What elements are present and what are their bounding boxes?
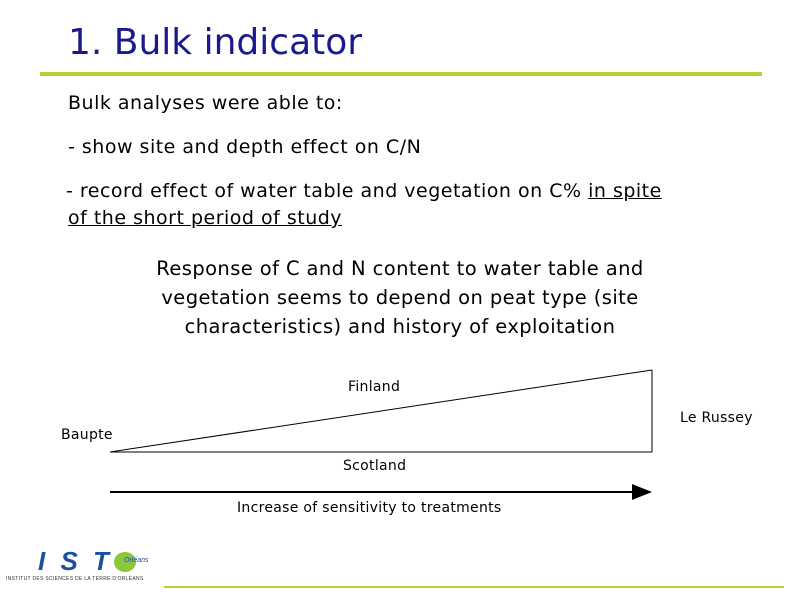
logo-letters: I S T — [38, 546, 113, 576]
label-finland: Finland — [348, 379, 401, 395]
label-le-russey: Le Russey — [680, 410, 753, 426]
logo-orleans: Orléans — [124, 557, 149, 564]
logo-emblem — [114, 552, 136, 572]
title-underline — [40, 72, 762, 76]
response-paragraph: Response of C and N content to water tab… — [156, 257, 644, 338]
arrow-caption: Increase of sensitivity to treatments — [237, 500, 502, 516]
label-baupte: Baupte — [61, 427, 113, 443]
bullet-water-table: - record effect of water table and veget… — [66, 180, 662, 202]
logo-tagline: INSTITUT DES SCIENCES DE LA TERRE D'ORLÉ… — [6, 576, 144, 582]
intro-text: Bulk analyses were able to: — [68, 92, 343, 114]
slide-title: 1. Bulk indicator — [68, 22, 363, 63]
bullet-short-period: of the short period of study — [68, 207, 343, 229]
label-scotland: Scotland — [343, 458, 407, 474]
bullet-underlined-in-spite: in spite — [588, 180, 662, 202]
ist-logo: I S T Orléans INSTITUT DES SCIENCES DE L… — [6, 546, 166, 586]
bullet-site-depth: - show site and depth effect on C/N — [68, 136, 422, 158]
footer-rule — [164, 586, 784, 588]
triangle-hypotenuse — [109, 369, 653, 453]
bullet-water-table-text: - record effect of water table and veget… — [66, 180, 589, 202]
